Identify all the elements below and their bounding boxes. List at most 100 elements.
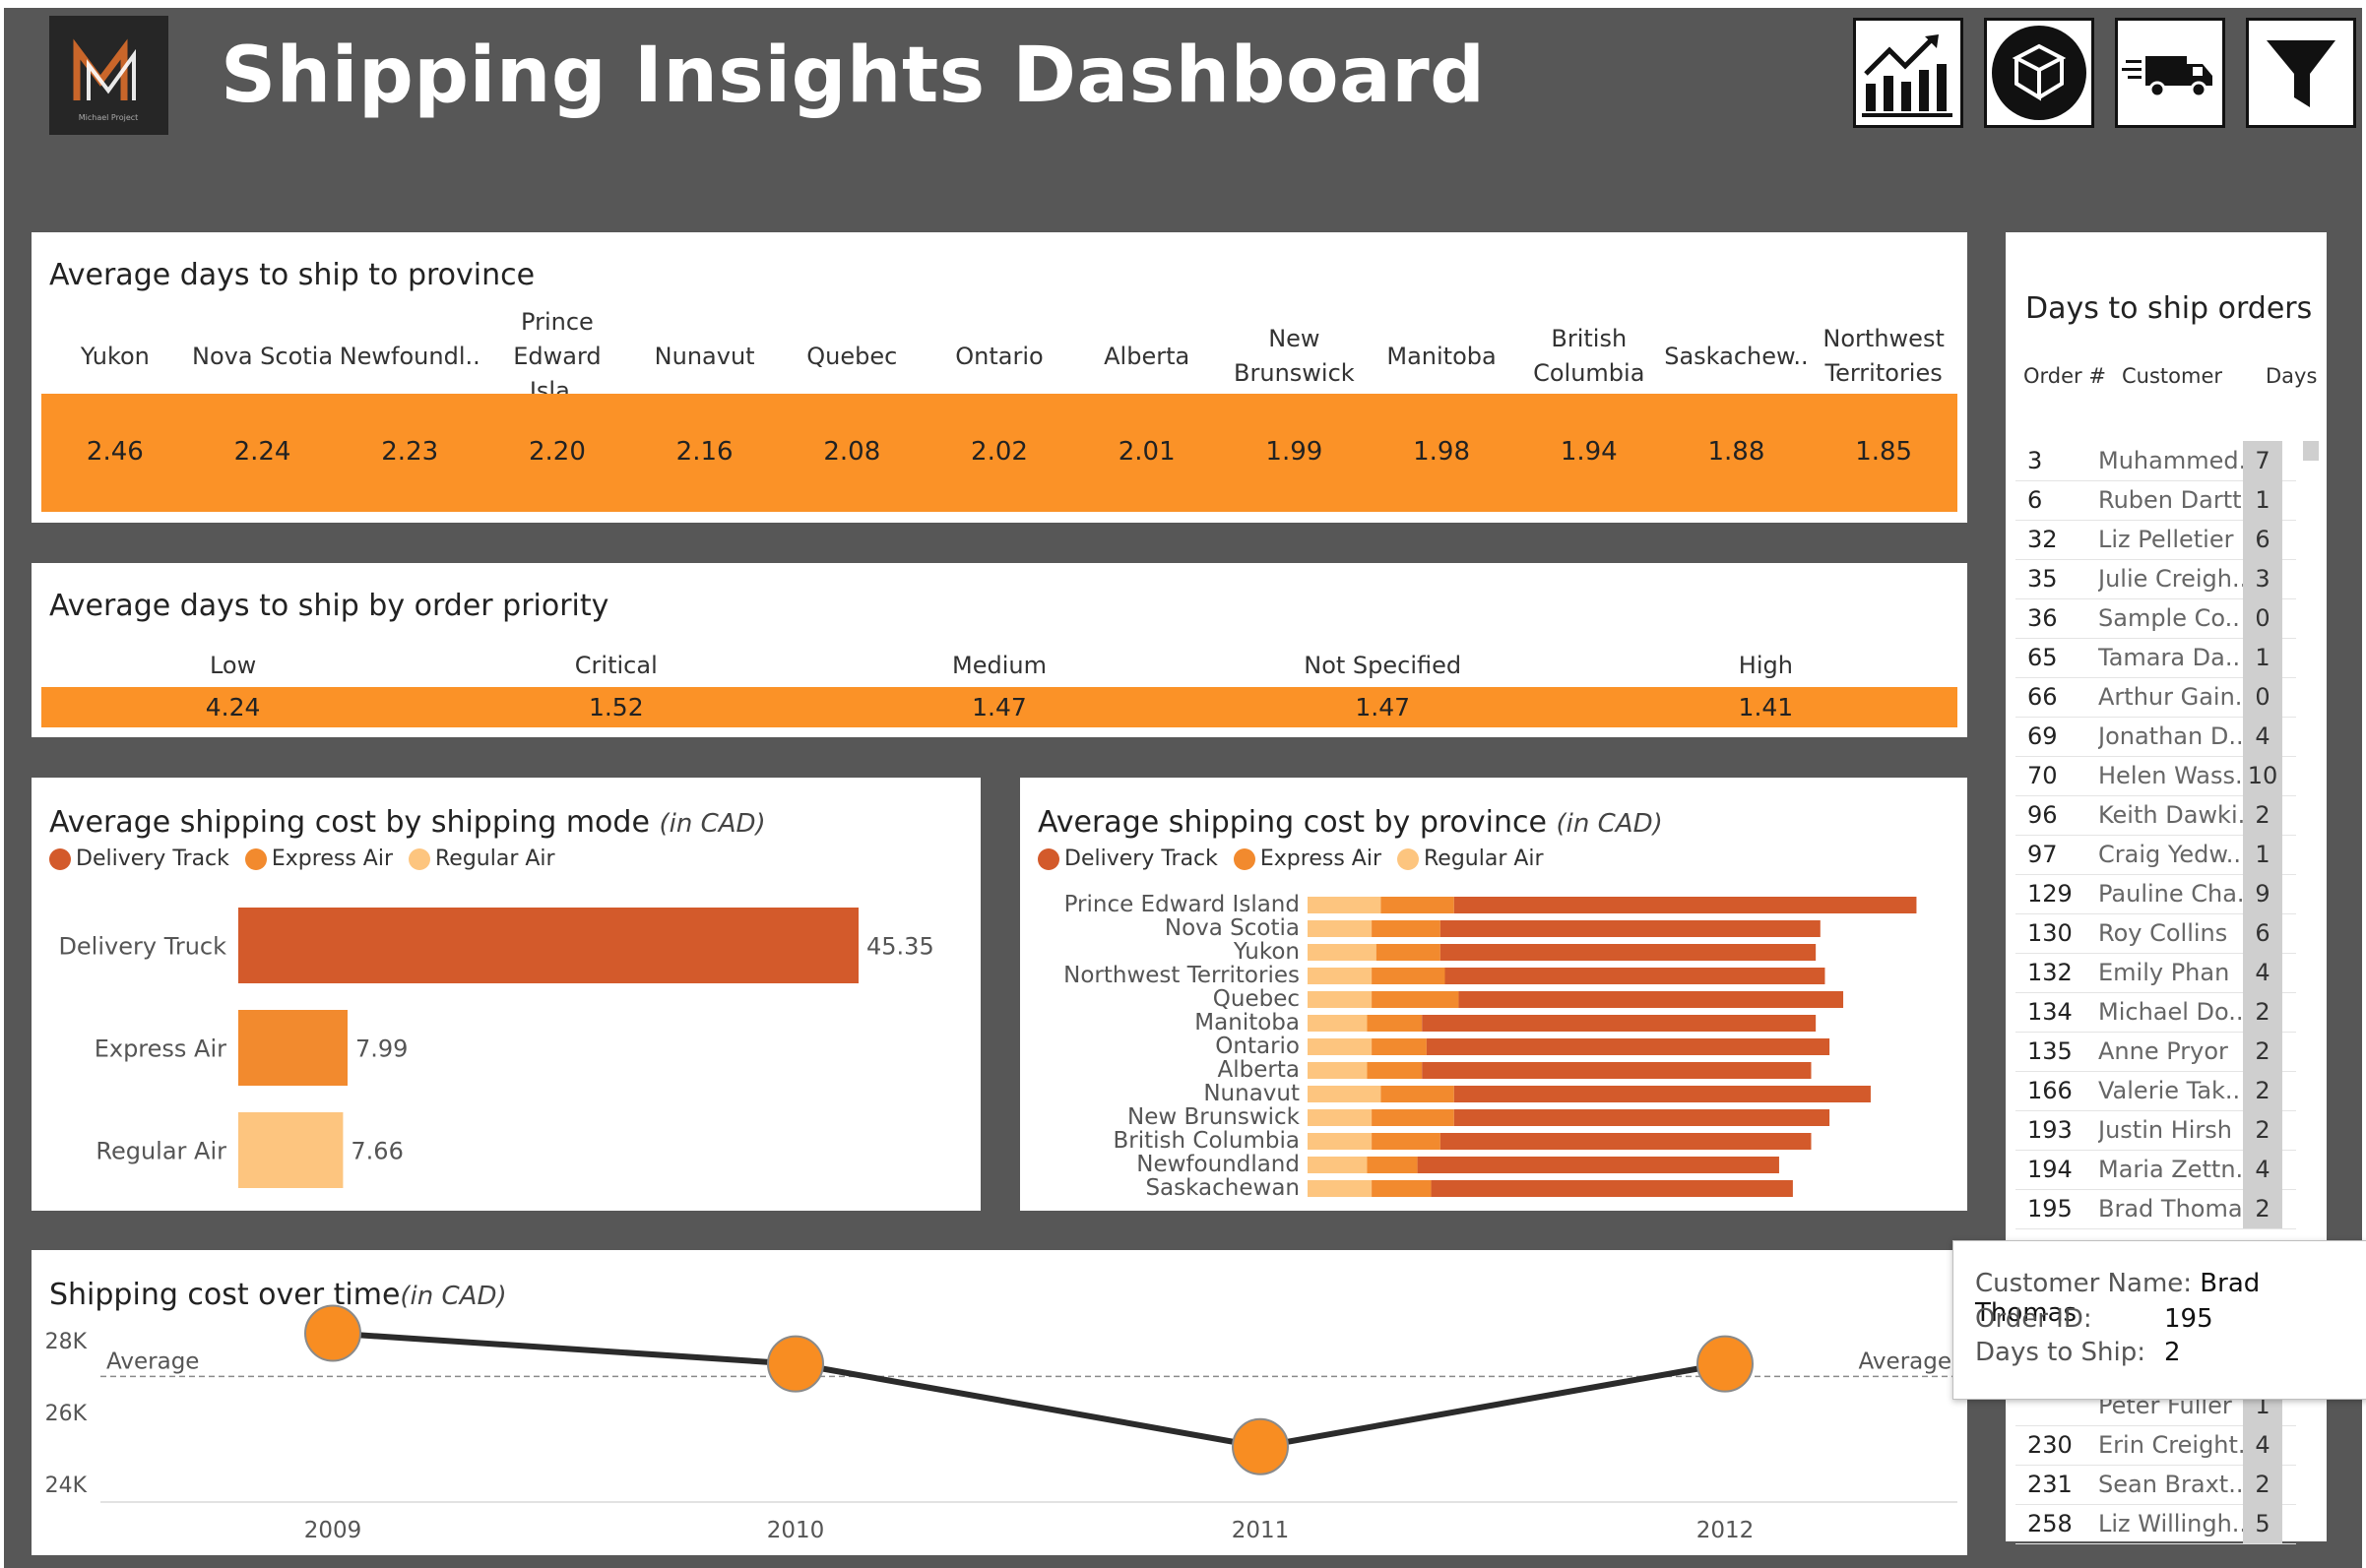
order-customer: Sample Co.. (2098, 604, 2240, 632)
order-row[interactable]: 194 Maria Zettn.. 4 (2015, 1150, 2296, 1190)
order-customer: Brad Thomas (2098, 1195, 2248, 1223)
province-value[interactable]: 2.01 (1118, 437, 1176, 467)
mode-bar (238, 908, 859, 983)
orders-col-days: Days (2266, 364, 2318, 388)
orders-scrollbar-thumb[interactable] (2303, 441, 2319, 461)
legend-item[interactable]: Express Air (1233, 847, 1381, 871)
priority-values-band: 4.24 1.52 1.47 1.47 1.41 (41, 687, 1957, 727)
province-value[interactable]: 1.99 (1265, 437, 1323, 467)
province-cost-bar-segment (1372, 1109, 1454, 1126)
province-cost-bar-segment (1308, 1133, 1373, 1150)
order-row[interactable]: 135 Anne Pryor 2 (2015, 1032, 2296, 1072)
order-number: 130 (2027, 919, 2073, 947)
province-cost-bar-segment (1439, 1133, 1812, 1150)
province-cost-label: Ontario (1215, 1034, 1300, 1059)
order-customer: Erin Creight.. (2098, 1431, 2248, 1459)
province-value[interactable]: 2.16 (675, 437, 734, 467)
province-value[interactable]: 1.98 (1413, 437, 1470, 467)
order-row[interactable]: 96 Keith Dawki.. 2 (2015, 795, 2296, 836)
legend-item[interactable]: Regular Air (409, 847, 555, 871)
order-row[interactable]: 134 Michael Do.. 2 (2015, 992, 2296, 1033)
order-days: 10 (2243, 756, 2282, 795)
priority-value[interactable]: 1.47 (1355, 693, 1411, 721)
order-number: 194 (2027, 1156, 2073, 1183)
mode-value-label: 7.66 (351, 1138, 403, 1165)
x-tick-label: 2010 (767, 1518, 825, 1543)
province-value[interactable]: 1.94 (1560, 437, 1618, 467)
order-row[interactable]: 6 Ruben Dartt 1 (2015, 480, 2296, 521)
province-header-text: British Columbia (1533, 322, 1644, 391)
province-header-line2: Manitoba (1386, 342, 1497, 370)
order-row[interactable]: 65 Tamara Da.. 1 (2015, 638, 2296, 678)
legend-item[interactable]: Regular Air (1397, 847, 1544, 871)
orders-list-below-tooltip[interactable]: Peter Fuller 1 230 Erin Creight.. 4 231 Sean B… (2015, 1386, 2296, 1544)
order-customer: Julie Creigh.. (2098, 565, 2248, 593)
nav-product-button[interactable] (1984, 18, 2094, 128)
order-row[interactable]: 129 Pauline Cha.. 9 (2015, 874, 2296, 914)
province-value[interactable]: 2.20 (528, 437, 586, 467)
order-row[interactable]: 258 Liz Willingh.. 5 (2015, 1504, 2296, 1544)
order-row[interactable]: 230 Erin Creight.. 4 (2015, 1425, 2296, 1466)
order-row[interactable]: 166 Valerie Tak.. 2 (2015, 1071, 2296, 1111)
order-row[interactable]: 130 Roy Collins 6 (2015, 913, 2296, 954)
orders-list[interactable]: 3 Muhammed.. 7 6 Ruben Dartt 1 32 Liz Pelletier… (2015, 441, 2296, 1465)
order-row[interactable]: 132 Emily Phan 4 (2015, 953, 2296, 993)
order-number: 97 (2027, 841, 2058, 868)
province-header-line2: Nunavut (654, 342, 755, 370)
y-tick-label: 26K (45, 1402, 88, 1426)
province-header-line1: British (1551, 325, 1628, 352)
province-cost-panel: Average shipping cost by province (in CA… (1020, 778, 1967, 1211)
legend-label: Express Air (1259, 847, 1381, 871)
province-cost-bar-segment (1453, 1086, 1871, 1102)
province-cost-bar-segment (1372, 1133, 1440, 1150)
order-number: 69 (2027, 722, 2058, 750)
province-value[interactable]: 2.24 (233, 437, 291, 467)
province-value[interactable]: 2.23 (381, 437, 439, 467)
order-number: 134 (2027, 998, 2073, 1026)
order-row[interactable]: 97 Craig Yedw.. 1 (2015, 835, 2296, 875)
legend-swatch (244, 847, 267, 870)
y-tick-label: 28K (45, 1330, 88, 1354)
legend-item[interactable]: Delivery Track (49, 847, 229, 871)
order-days: 2 (2243, 1189, 2282, 1228)
province-cost-bar-segment (1439, 920, 1821, 937)
order-row[interactable]: 36 Sample Co.. 0 (2015, 598, 2296, 639)
province-value[interactable]: 2.08 (823, 437, 881, 467)
mode-category-label: Express Air (95, 1035, 226, 1063)
order-days: 1 (2243, 480, 2282, 520)
priority-value[interactable]: 1.52 (588, 693, 644, 721)
order-row[interactable]: 193 Justin Hirsh 2 (2015, 1110, 2296, 1151)
province-value[interactable]: 2.46 (86, 437, 144, 467)
order-row[interactable]: 70 Helen Wass.. 10 (2015, 756, 2296, 796)
legend-item[interactable]: Delivery Track (1038, 847, 1218, 871)
province-cost-bar-segment (1431, 1180, 1793, 1197)
legend-swatch (409, 847, 430, 870)
logo-mark-icon: Michael Project (49, 16, 168, 135)
province-value[interactable]: 2.02 (971, 437, 1028, 467)
legend-item[interactable]: Express Air (244, 847, 393, 871)
priority-value[interactable]: 1.41 (1738, 693, 1794, 721)
order-row[interactable]: 69 Jonathan D.. 4 (2015, 717, 2296, 757)
nav-shipping-button[interactable] (2115, 18, 2225, 128)
province-header: Nunavut (631, 307, 779, 406)
order-number: 135 (2027, 1037, 2073, 1065)
province-value[interactable]: 1.85 (1855, 437, 1913, 467)
priority-days-panel: Average days to ship by order priority L… (32, 563, 1967, 737)
province-header: Alberta (1073, 307, 1221, 406)
order-row[interactable]: 66 Arthur Gain.. 0 (2015, 677, 2296, 718)
order-row[interactable]: 231 Sean Braxt.. 2 (2015, 1465, 2296, 1505)
mode-cost-unit: (in CAD) (659, 809, 766, 839)
nav-overview-button[interactable] (1853, 18, 1963, 128)
x-tick-label: 2012 (1696, 1518, 1755, 1543)
order-row[interactable]: 32 Liz Pelletier 6 (2015, 520, 2296, 560)
priority-header: Not Specified (1304, 652, 1462, 679)
province-cost-bar-segment (1308, 1109, 1373, 1126)
province-value[interactable]: 1.88 (1707, 437, 1765, 467)
order-row[interactable]: 35 Julie Creigh.. 3 (2015, 559, 2296, 599)
nav-filter-button[interactable] (2246, 18, 2356, 128)
priority-value[interactable]: 4.24 (205, 693, 261, 721)
order-row[interactable]: 3 Muhammed.. 7 (2015, 441, 2296, 481)
legend-label: Delivery Track (76, 847, 229, 871)
priority-value[interactable]: 1.47 (972, 693, 1027, 721)
order-row[interactable]: 195 Brad Thomas 2 (2015, 1189, 2296, 1229)
